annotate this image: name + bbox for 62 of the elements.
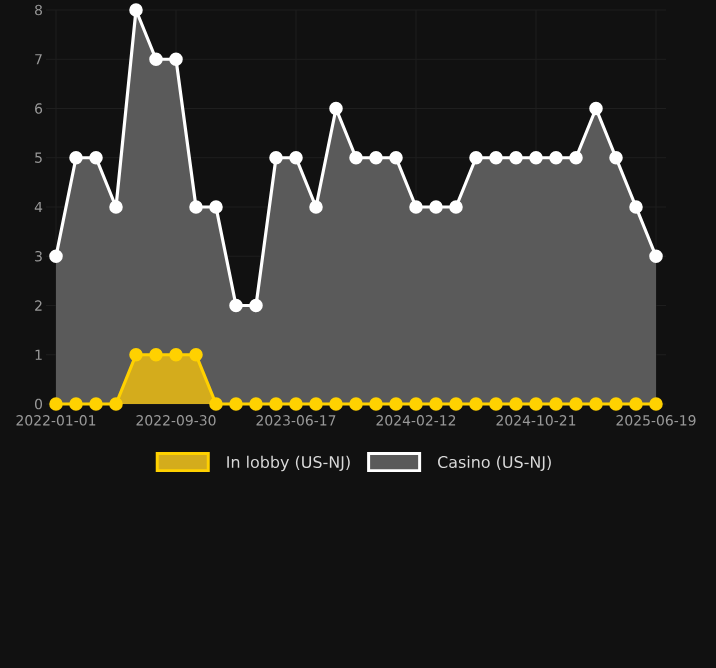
point	[89, 150, 103, 165]
point	[609, 397, 623, 411]
point	[369, 150, 383, 165]
point	[49, 397, 63, 411]
point	[289, 397, 303, 411]
point	[89, 397, 103, 411]
point	[229, 397, 243, 411]
point	[589, 101, 603, 116]
point	[569, 150, 583, 165]
point	[349, 397, 363, 411]
point	[169, 347, 183, 362]
point	[349, 150, 363, 165]
point	[629, 200, 643, 214]
point	[529, 397, 543, 411]
point	[369, 397, 383, 411]
point	[529, 150, 543, 165]
point	[409, 397, 423, 411]
point	[489, 397, 503, 411]
point	[129, 3, 143, 17]
point	[449, 397, 463, 411]
point	[649, 249, 663, 264]
point	[489, 150, 503, 165]
point	[309, 397, 323, 411]
point	[389, 397, 403, 411]
point	[609, 150, 623, 165]
point	[269, 150, 283, 165]
point	[169, 52, 183, 67]
point	[429, 200, 443, 214]
point	[329, 101, 343, 116]
point	[269, 397, 283, 411]
point	[409, 200, 423, 214]
point	[149, 52, 163, 67]
point	[509, 150, 523, 165]
point	[549, 150, 563, 165]
point	[69, 397, 83, 411]
point	[549, 397, 563, 411]
point	[329, 397, 343, 411]
point	[149, 347, 163, 362]
point	[129, 347, 143, 362]
point	[209, 200, 223, 214]
point	[109, 200, 123, 214]
point	[649, 397, 663, 411]
point	[109, 397, 123, 411]
point	[509, 397, 523, 411]
point	[189, 347, 203, 362]
point	[249, 397, 263, 411]
point	[309, 200, 323, 214]
point	[289, 150, 303, 165]
point	[69, 150, 83, 165]
point	[229, 298, 243, 313]
point	[469, 150, 483, 165]
point	[469, 397, 483, 411]
point	[389, 150, 403, 165]
point	[209, 397, 223, 411]
point	[429, 397, 443, 411]
point	[189, 200, 203, 214]
point	[569, 397, 583, 411]
point	[249, 298, 263, 313]
point	[629, 397, 643, 411]
point	[49, 249, 63, 264]
point	[589, 397, 603, 411]
point	[449, 200, 463, 214]
